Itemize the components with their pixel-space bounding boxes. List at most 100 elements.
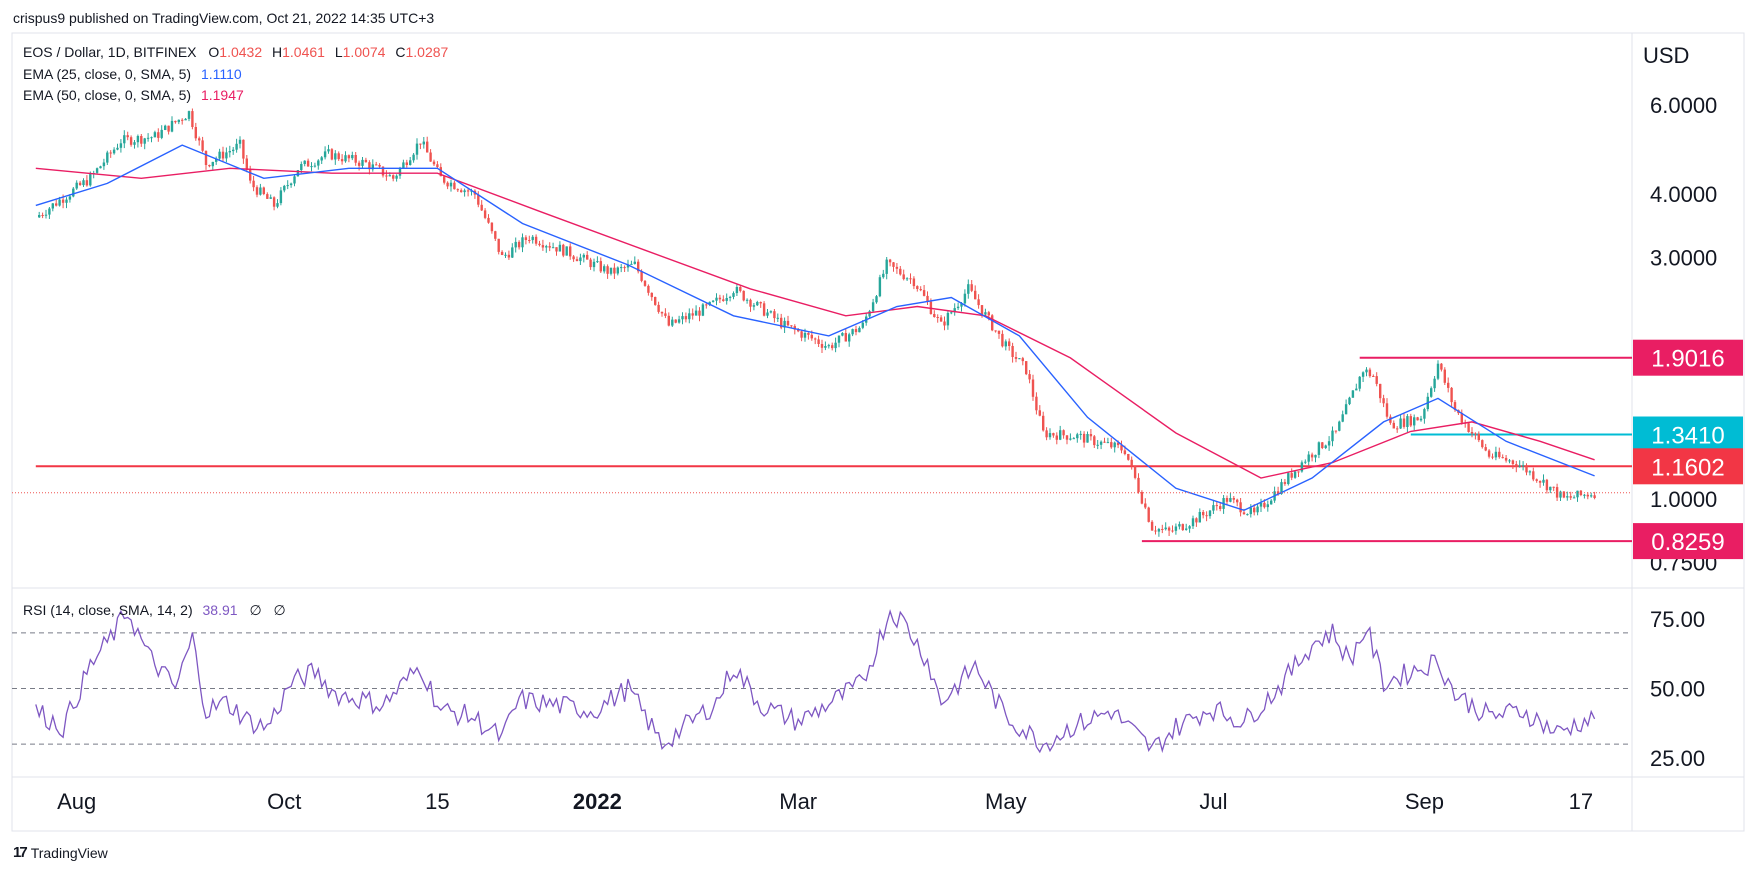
candle-body: [279, 190, 283, 204]
candle-body: [1280, 482, 1283, 495]
candle-body: [933, 314, 936, 317]
candle-body: [238, 139, 242, 144]
rsi-tick-label: 75.00: [1650, 607, 1705, 632]
candle-body: [1334, 430, 1338, 432]
candle-body: [569, 246, 572, 257]
candle-body: [1436, 363, 1440, 379]
candle-body: [1583, 494, 1586, 496]
candle-body: [1202, 512, 1205, 516]
candle-body: [691, 313, 694, 316]
candle-body: [249, 170, 252, 181]
candle-body: [228, 151, 231, 153]
candle-body: [939, 317, 943, 322]
price-tick-label: 6.0000: [1650, 93, 1717, 118]
candle-body: [854, 329, 858, 333]
candle-body: [1399, 418, 1402, 429]
candle-body: [116, 147, 119, 150]
legend-low-value: 1.0074: [343, 44, 386, 60]
candle-body: [422, 141, 425, 145]
candle-body: [1205, 515, 1208, 517]
candle-body: [1525, 465, 1528, 473]
candle-body: [793, 326, 796, 330]
candle-body: [1430, 388, 1433, 397]
candle-body: [58, 199, 61, 206]
candle-body: [899, 268, 902, 275]
candle-body: [402, 162, 405, 169]
candle-body: [1368, 369, 1372, 377]
candle-body: [1338, 421, 1341, 431]
legend-high-label: H: [272, 44, 282, 60]
candle-body: [1416, 417, 1419, 421]
candle-body: [78, 182, 82, 185]
candle-body: [1477, 434, 1480, 441]
candle-body: [146, 137, 150, 139]
candle-body: [1082, 433, 1086, 443]
candle-body: [262, 187, 265, 194]
candle-body: [95, 168, 99, 173]
candle-body: [797, 329, 800, 332]
candle-body: [888, 259, 892, 263]
candle-body: [221, 151, 225, 159]
candle-body: [347, 155, 351, 159]
candle-body: [1491, 456, 1494, 458]
tradingview-footer[interactable]: 17 TradingView: [13, 844, 108, 861]
candle-body: [344, 155, 347, 162]
candle-body: [728, 296, 732, 298]
candle-body: [589, 259, 592, 268]
candle-body: [364, 159, 368, 163]
candle-body: [565, 246, 568, 256]
candle-body: [409, 160, 412, 165]
candle-body: [1229, 498, 1232, 502]
candle-body: [1453, 402, 1457, 410]
candle-body: [1569, 496, 1572, 498]
candle-body: [528, 240, 531, 241]
candle-body: [1225, 498, 1229, 502]
candle-body: [1351, 390, 1355, 398]
candle-body: [1293, 471, 1297, 478]
candle-body: [1307, 454, 1310, 462]
candle-body: [1409, 416, 1412, 426]
candle-body: [851, 329, 854, 335]
candle-body: [1501, 457, 1504, 459]
candle-body: [756, 302, 759, 306]
candle-body: [1379, 383, 1382, 399]
candle-body: [926, 295, 929, 302]
candle-body: [61, 199, 65, 203]
candle-body: [1402, 418, 1406, 427]
candle-body: [1562, 491, 1566, 498]
candle-body: [1535, 479, 1538, 481]
time-tick-label: Jul: [1199, 789, 1227, 814]
candle-body: [204, 150, 208, 165]
candle-body: [1341, 414, 1344, 422]
candle-body: [1385, 403, 1389, 417]
candle-body: [1157, 529, 1161, 532]
candle-body: [398, 168, 402, 176]
candle-body: [1021, 358, 1024, 362]
candle-body: [1171, 530, 1174, 532]
candle-body: [987, 312, 990, 316]
horizontal-levels: [35, 356, 1632, 543]
candle-body: [882, 273, 885, 278]
candle-body: [555, 247, 558, 252]
candle-body: [497, 238, 500, 252]
candle-body: [1123, 450, 1127, 454]
legend-ema50-label: EMA (50, close, 0, SMA, 5): [23, 87, 191, 103]
candle-body: [1011, 346, 1014, 357]
level-badge: [1633, 523, 1743, 560]
candle-body: [814, 338, 817, 340]
candle-body: [671, 319, 674, 326]
candle-body: [1447, 382, 1450, 388]
candle-body: [1089, 434, 1093, 437]
candle-body: [235, 143, 238, 150]
time-tick-label: Oct: [267, 789, 301, 814]
candle-body: [657, 304, 660, 312]
candle-body: [1239, 502, 1242, 513]
price-tick-label: 4.0000: [1650, 182, 1717, 207]
candle-body: [963, 293, 967, 304]
candle-body: [1004, 341, 1007, 347]
candle-body: [885, 259, 888, 274]
candle-body: [1246, 514, 1249, 516]
candle-body: [902, 274, 905, 280]
candle-body: [1055, 435, 1058, 440]
